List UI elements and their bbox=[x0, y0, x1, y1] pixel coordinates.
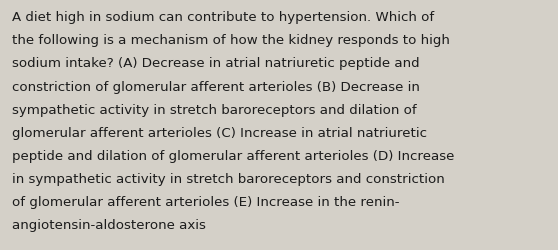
Text: glomerular afferent arterioles (C) Increase in atrial natriuretic: glomerular afferent arterioles (C) Incre… bbox=[12, 126, 427, 139]
Text: sympathetic activity in stretch baroreceptors and dilation of: sympathetic activity in stretch barorece… bbox=[12, 103, 417, 116]
Text: constriction of glomerular afferent arterioles (B) Decrease in: constriction of glomerular afferent arte… bbox=[12, 80, 420, 93]
Text: peptide and dilation of glomerular afferent arterioles (D) Increase: peptide and dilation of glomerular affer… bbox=[12, 149, 455, 162]
Text: the following is a mechanism of how the kidney responds to high: the following is a mechanism of how the … bbox=[12, 34, 450, 47]
Text: in sympathetic activity in stretch baroreceptors and constriction: in sympathetic activity in stretch baror… bbox=[12, 172, 445, 185]
Text: angiotensin-aldosterone axis: angiotensin-aldosterone axis bbox=[12, 218, 206, 231]
Text: of glomerular afferent arterioles (E) Increase in the renin-: of glomerular afferent arterioles (E) In… bbox=[12, 195, 400, 208]
Text: sodium intake? (A) Decrease in atrial natriuretic peptide and: sodium intake? (A) Decrease in atrial na… bbox=[12, 57, 420, 70]
Text: A diet high in sodium can contribute to hypertension. Which of: A diet high in sodium can contribute to … bbox=[12, 11, 435, 24]
